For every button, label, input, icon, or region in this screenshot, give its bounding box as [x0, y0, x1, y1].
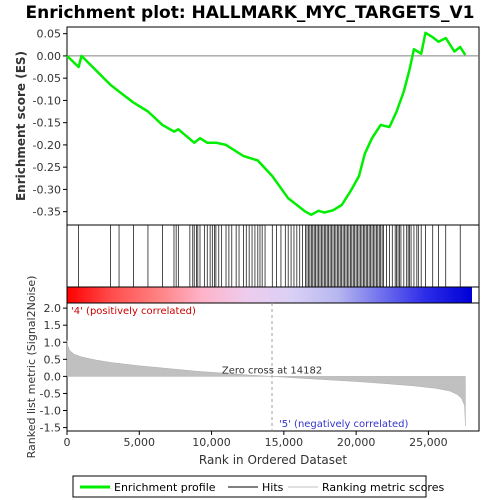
rank-heat-bar — [66, 286, 480, 304]
chart-title: Enrichment plot: HALLMARK_MYC_TARGETS_V1 — [26, 3, 475, 23]
es-panel: 0.05 0.00 -0.05 -0.10 -0.15 -0.20 -0.25 -0.30 -0… — [14, 26, 480, 226]
x-tick-label: 20,000 — [337, 436, 376, 449]
x-tick-label: 5,000 — [124, 436, 156, 449]
metric-y-tick-label: -0.5 — [40, 387, 61, 400]
es-y-axis: 0.05 0.00 -0.05 -0.10 -0.15 -0.20 -0.25 -0.30 -0… — [33, 28, 67, 219]
metric-panel: 2.0 1.5 1.0 0.5 0.0 -0.5 -1.0 -1.5 0 5,000 10,000… — [25, 276, 480, 467]
legend: Enrichment profile Hits Ranking metric s… — [72, 475, 444, 498]
negative-correlation-label: '5' (negatively correlated) — [279, 419, 408, 430]
metric-y-tick-label: 0.5 — [44, 353, 62, 366]
es-y-tick-label: -0.30 — [33, 183, 61, 196]
metric-y-tick-label: 0.0 — [44, 370, 62, 383]
es-y-tick-label: 0.00 — [37, 50, 62, 63]
x-tick-label: 25,000 — [409, 436, 448, 449]
metric-y-tick-label: 2.0 — [44, 302, 62, 315]
metric-y-axis: 2.0 1.5 1.0 0.5 0.0 -0.5 -1.0 -1.5 — [40, 302, 67, 435]
es-y-tick-label: -0.35 — [33, 206, 61, 219]
x-axis-label: Rank in Ordered Dataset — [199, 453, 347, 467]
positive-correlation-label: '4' (positively correlated) — [71, 306, 196, 317]
legend-metric-label: Ranking metric scores — [322, 481, 444, 494]
metric-y-tick-label: -1.5 — [40, 422, 61, 435]
legend-hits-label: Hits — [262, 481, 284, 494]
zero-cross-label: Zero cross at 14182 — [222, 365, 322, 376]
x-tick-label: 15,000 — [265, 436, 304, 449]
x-tick-label: 0 — [64, 436, 71, 449]
x-tick-label: 10,000 — [192, 436, 231, 449]
metric-y-tick-label: 1.0 — [44, 336, 62, 349]
es-y-tick-label: -0.05 — [33, 72, 61, 85]
es-panel-frame — [66, 26, 480, 226]
hit-lines — [78, 225, 461, 287]
es-y-tick-label: 0.05 — [37, 28, 62, 41]
metric-y-tick-label: -1.0 — [40, 405, 61, 418]
heat-bar-rect — [67, 287, 472, 303]
es-y-tick-label: -0.25 — [33, 161, 61, 174]
metric-y-tick-label: 1.5 — [44, 319, 62, 332]
hits-panel-frame — [66, 224, 480, 288]
metric-x-axis: 0 5,000 10,000 15,000 20,000 25,000 — [64, 431, 448, 449]
metric-y-axis-label: Ranked list metric (Signal2Noise) — [25, 276, 38, 459]
legend-enrichment-label: Enrichment profile — [114, 481, 216, 494]
es-y-tick-label: -0.10 — [33, 94, 61, 107]
es-y-axis-label: Enrichment score (ES) — [14, 51, 28, 201]
es-y-tick-label: -0.20 — [33, 139, 61, 152]
es-y-tick-label: -0.15 — [33, 117, 61, 130]
hits-panel — [66, 224, 480, 288]
enrichment-profile-line — [66, 31, 467, 217]
